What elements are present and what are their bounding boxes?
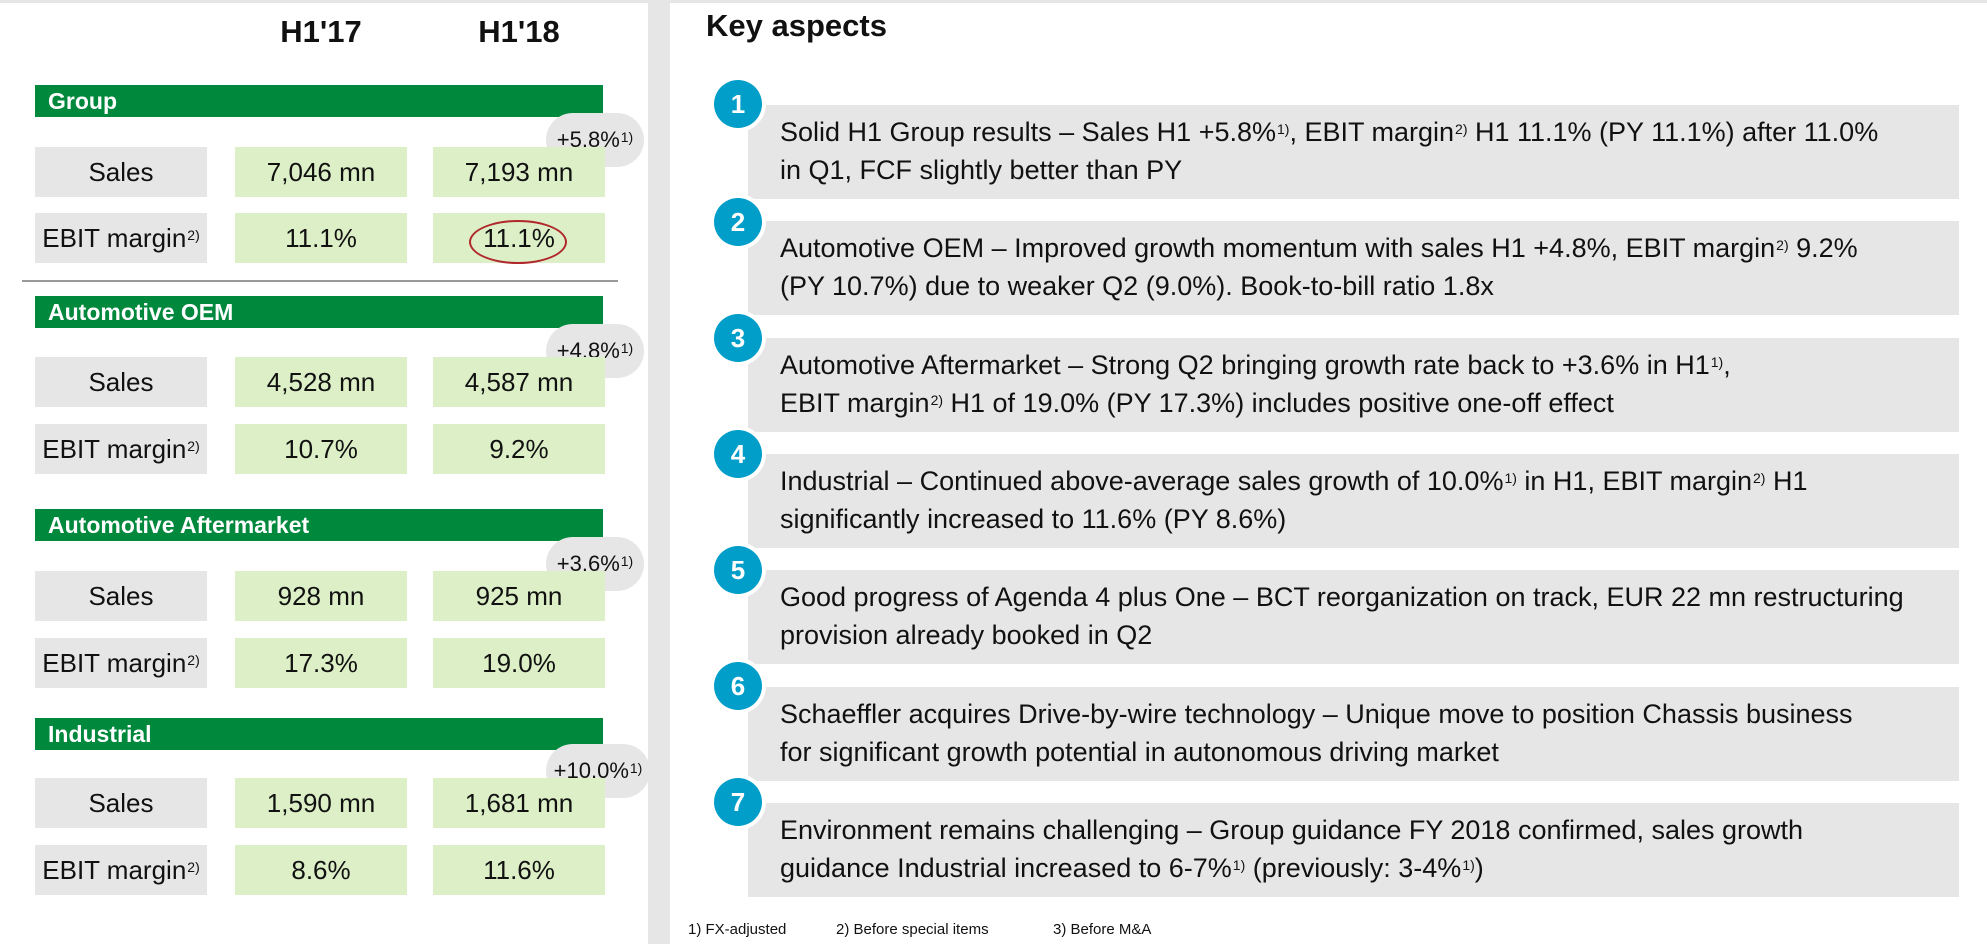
segment-header-automotive-oem: Automotive OEM	[35, 296, 603, 328]
footnote-fx-adjusted: 1) FX-adjusted	[688, 921, 787, 938]
key-aspect-item: Schaeffler acquires Drive-by-wire techno…	[748, 687, 1959, 781]
ebit-margin-curr-value: 9.2%	[433, 424, 605, 474]
key-aspect-item: Industrial – Continued above-average sal…	[748, 454, 1959, 548]
key-aspect-line-2: provision already booked in Q2	[780, 620, 1153, 650]
footnote-m-and-a: 3) Before M&A	[1053, 921, 1152, 938]
key-aspect-line-2: in Q1, FCF slightly better than PY	[780, 155, 1183, 185]
sales-curr-value: 7,193 mn	[433, 147, 605, 197]
key-aspect-line-2: for significant growth potential in auto…	[780, 737, 1499, 767]
ebit-margin-curr-value: 11.6%	[433, 845, 605, 895]
number-badge: 7	[714, 778, 762, 826]
ebit-margin-prev-value: 10.7%	[235, 424, 407, 474]
panel-divider	[648, 0, 670, 944]
ebit-margin-prev-value: 17.3%	[235, 638, 407, 688]
ebit-margin-label: EBIT margin 2)	[35, 845, 207, 895]
column-header-h1-18: H1'18	[478, 14, 560, 49]
sales-label: Sales	[35, 778, 207, 828]
segment-header-automotive-aftermarket: Automotive Aftermarket	[35, 509, 603, 541]
number-badge: 5	[714, 546, 762, 594]
segment-header-group: Group	[35, 85, 603, 117]
number-badge: 4	[714, 430, 762, 478]
sales-label: Sales	[35, 147, 207, 197]
sales-curr-value: 4,587 mn	[433, 357, 605, 407]
key-aspect-line-1: Schaeffler acquires Drive-by-wire techno…	[780, 699, 1853, 729]
ebit-margin-prev-value: 11.1%	[235, 213, 407, 263]
key-aspect-line-1: Environment remains challenging – Group …	[780, 815, 1804, 845]
key-aspect-line-1: Good progress of Agenda 4 plus One – BCT…	[780, 582, 1904, 612]
sales-label: Sales	[35, 357, 207, 407]
key-aspect-line-1: Industrial – Continued above-average sal…	[780, 466, 1808, 496]
key-aspect-line-2: guidance Industrial increased to 6-7%1) …	[780, 853, 1484, 883]
number-badge: 2	[714, 198, 762, 246]
key-aspect-item: Automotive Aftermarket – Strong Q2 bring…	[748, 338, 1959, 432]
key-aspect-line-2: EBIT margin2) H1 of 19.0% (PY 17.3%) inc…	[780, 388, 1614, 418]
sales-curr-value: 1,681 mn	[433, 778, 605, 828]
key-aspect-line-2: significantly increased to 11.6% (PY 8.6…	[780, 504, 1287, 534]
number-badge: 1	[714, 80, 762, 128]
ebit-margin-label: EBIT margin 2)	[35, 424, 207, 474]
column-header-h1-17: H1'17	[280, 14, 362, 49]
ebit-margin-label: EBIT margin 2)	[35, 213, 207, 263]
key-aspect-item: Good progress of Agenda 4 plus One – BCT…	[748, 570, 1959, 664]
number-badge: 3	[714, 314, 762, 362]
sales-curr-value: 925 mn	[433, 571, 605, 621]
segment-header-industrial: Industrial	[35, 718, 603, 750]
ebit-margin-curr-value: 19.0%	[433, 638, 605, 688]
footnote-special-items: 2) Before special items	[836, 921, 989, 938]
key-aspects-title: Key aspects	[706, 8, 887, 43]
key-aspect-item: Environment remains challenging – Group …	[748, 803, 1959, 897]
key-aspect-line-1: Automotive OEM – Improved growth momentu…	[780, 233, 1858, 263]
sales-prev-value: 7,046 mn	[235, 147, 407, 197]
key-aspect-item: Solid H1 Group results – Sales H1 +5.8%1…	[748, 105, 1959, 199]
group-separator	[22, 280, 618, 282]
key-aspect-item: Automotive OEM – Improved growth momentu…	[748, 221, 1959, 315]
number-badge: 6	[714, 662, 762, 710]
ebit-margin-prev-value: 8.6%	[235, 845, 407, 895]
key-aspect-line-2: (PY 10.7%) due to weaker Q2 (9.0%). Book…	[780, 271, 1494, 301]
top-rule	[0, 0, 1987, 3]
key-aspect-line-1: Automotive Aftermarket – Strong Q2 bring…	[780, 350, 1731, 380]
sales-prev-value: 1,590 mn	[235, 778, 407, 828]
key-aspect-line-1: Solid H1 Group results – Sales H1 +5.8%1…	[780, 117, 1879, 147]
ebit-margin-label: EBIT margin 2)	[35, 638, 207, 688]
sales-label: Sales	[35, 571, 207, 621]
highlight-oval	[469, 220, 567, 264]
sales-prev-value: 4,528 mn	[235, 357, 407, 407]
sales-prev-value: 928 mn	[235, 571, 407, 621]
